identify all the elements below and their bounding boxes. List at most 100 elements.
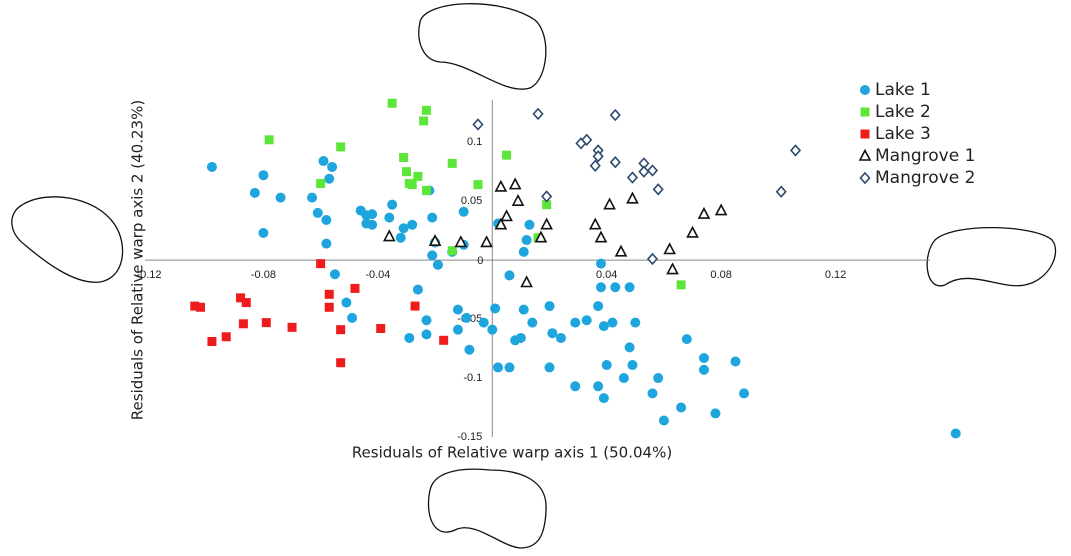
point [196,303,205,312]
point [239,319,248,328]
point [630,318,640,328]
point [739,388,749,398]
point [596,282,606,292]
point [222,332,231,341]
point [321,215,331,225]
point [288,323,297,332]
legend-marker [861,130,870,139]
legend-label: Lake 3 [875,124,931,144]
point [730,357,740,367]
point [427,213,437,223]
point [402,167,411,176]
point [448,159,457,168]
point [682,334,692,344]
point [628,173,637,183]
point [502,151,511,160]
point [648,165,657,175]
point [699,365,709,375]
point [522,235,532,245]
point [493,362,503,372]
chart: Residuals of Relative warp axis 1 (50.04… [0,0,1071,556]
point [582,315,592,325]
point [625,342,635,352]
legend-label: Lake 2 [875,102,931,122]
outline-left [12,197,123,282]
point [316,179,325,188]
outline-right [927,228,1055,286]
point [325,290,334,299]
x-tick-label: -0.04 [365,269,390,281]
point [951,428,961,438]
point [556,333,566,343]
point [422,106,431,115]
x-tick-label: -0.12 [136,269,161,281]
point [404,333,414,343]
point [367,220,377,230]
point [376,324,385,333]
point [654,184,663,194]
point [276,193,286,203]
point [384,213,394,223]
legend-label: Mangrove 2 [875,168,975,188]
point [596,259,606,269]
point [439,336,448,345]
point [519,247,529,257]
point [527,318,537,328]
point [516,333,526,343]
point [676,403,686,413]
point [513,196,523,206]
point [791,145,800,155]
point [625,282,635,292]
point [534,109,543,119]
point [487,325,497,335]
point [330,269,340,279]
point [258,228,268,238]
point [413,285,423,295]
point [265,135,274,144]
point [524,220,534,230]
point [479,318,489,328]
point [407,220,417,230]
point [421,315,431,325]
legend-marker [860,151,870,161]
point [610,282,620,292]
y-tick-label: 0.1 [467,136,482,148]
point [324,174,334,184]
point [250,188,260,198]
point [319,156,329,166]
point [591,161,600,171]
point [688,227,698,237]
y-tick-label: -0.1 [463,372,482,384]
point [547,328,557,338]
point [605,199,615,209]
point [399,153,408,162]
point [473,180,482,189]
point [599,321,609,331]
point [258,170,268,180]
point [459,207,469,217]
point [336,142,345,151]
legend-marker [860,85,870,95]
point [570,381,580,391]
point [336,358,345,367]
point [602,360,612,370]
y-tick-label: -0.15 [457,431,482,443]
point [502,211,512,221]
point [522,277,532,287]
legend-label: Lake 1 [875,80,931,100]
point [408,180,417,189]
point [207,337,216,346]
point [647,388,657,398]
point [313,208,323,218]
legend-label: Mangrove 1 [875,146,975,166]
point [519,305,529,315]
point [648,254,657,264]
y-tick-label: 0.05 [461,195,482,207]
y-axis-title: Residuals of Relative warp axis 2 (40.23… [129,100,147,420]
point [453,305,463,315]
point [639,167,648,177]
x-tick-label: 0 [477,255,483,267]
point [341,298,351,308]
point [599,393,609,403]
point [777,187,786,197]
